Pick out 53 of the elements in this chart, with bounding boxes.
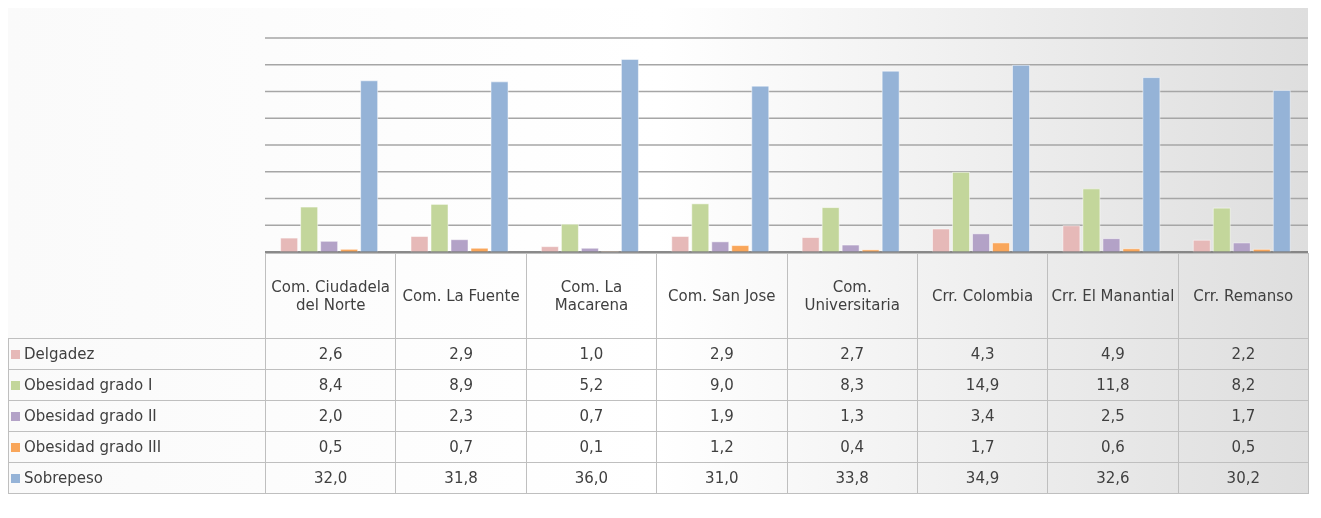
data-label: 2,9 xyxy=(395,338,527,370)
data-label: 2,3 xyxy=(395,400,527,432)
data-label: 8,4 xyxy=(265,369,396,401)
data-label: 1,0 xyxy=(526,338,657,370)
data-label: 0,5 xyxy=(265,431,396,463)
data-label: 2,2 xyxy=(1178,338,1309,370)
x-tick-label: Com. La Macarena xyxy=(526,253,657,339)
data-label: 8,2 xyxy=(1178,369,1309,401)
x-tick-label: Com. Universitaria xyxy=(787,253,918,339)
data-label: 33,8 xyxy=(787,462,918,494)
x-tick-label: Crr. Colombia xyxy=(917,253,1048,339)
data-label: 4,9 xyxy=(1047,338,1179,370)
data-label: 32,6 xyxy=(1047,462,1179,494)
x-tick-label: Crr. El Manantial xyxy=(1047,253,1179,339)
x-tick-label: Com. La Fuente xyxy=(395,253,527,339)
x-tick-label: Crr. Remanso xyxy=(1178,253,1309,339)
data-label: 11,8 xyxy=(1047,369,1179,401)
data-label: 0,4 xyxy=(787,431,918,463)
data-label: 8,3 xyxy=(787,369,918,401)
data-label: 8,9 xyxy=(395,369,527,401)
legend-label: Obesidad grado II xyxy=(8,400,266,432)
data-label: 3,4 xyxy=(917,400,1048,432)
data-label: 31,0 xyxy=(656,462,787,494)
data-label: 1,7 xyxy=(917,431,1048,463)
legend-label: Delgadez xyxy=(8,338,266,370)
data-label: 0,6 xyxy=(1047,431,1179,463)
data-label: 1,7 xyxy=(1178,400,1309,432)
data-label: 1,9 xyxy=(656,400,787,432)
data-label: 0,7 xyxy=(526,400,657,432)
data-label: 34,9 xyxy=(917,462,1048,494)
data-label: 5,2 xyxy=(526,369,657,401)
legend-label: Obesidad grado I xyxy=(8,369,266,401)
x-tick-label: Com. Ciudadela del Norte xyxy=(265,253,396,339)
data-label: 2,0 xyxy=(265,400,396,432)
data-label: 0,7 xyxy=(395,431,527,463)
data-label: 9,0 xyxy=(656,369,787,401)
data-label: 1,3 xyxy=(787,400,918,432)
data-label: 31,8 xyxy=(395,462,527,494)
data-label: 1,2 xyxy=(656,431,787,463)
legend-label: Obesidad grado III xyxy=(8,431,266,463)
data-label: 32,0 xyxy=(265,462,396,494)
data-label: 4,3 xyxy=(917,338,1048,370)
legend-label: Sobrepeso xyxy=(8,462,266,494)
data-label: 0,5 xyxy=(1178,431,1309,463)
data-label: 30,2 xyxy=(1178,462,1309,494)
data-label: 2,6 xyxy=(265,338,396,370)
data-label: 0,1 xyxy=(526,431,657,463)
data-label: 36,0 xyxy=(526,462,657,494)
data-label: 14,9 xyxy=(917,369,1048,401)
data-label: 2,5 xyxy=(1047,400,1179,432)
data-label: 2,9 xyxy=(656,338,787,370)
data-label: 2,7 xyxy=(787,338,918,370)
x-tick-label: Com. San Jose xyxy=(656,253,787,339)
